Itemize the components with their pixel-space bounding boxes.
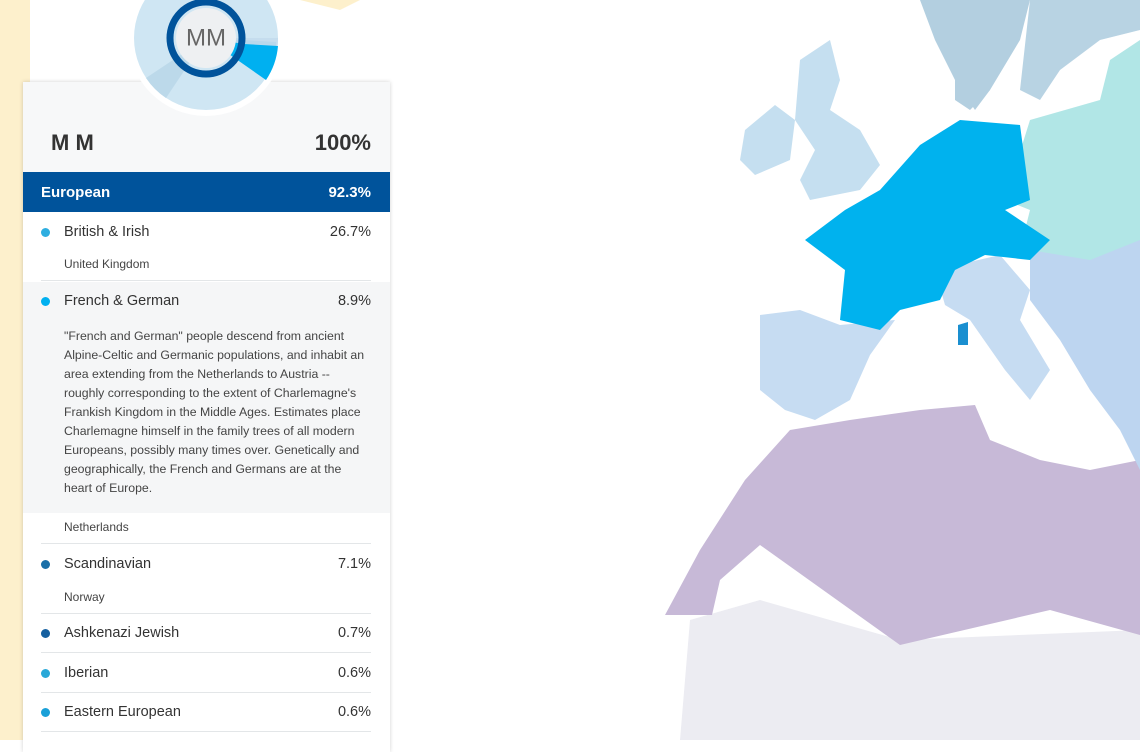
summary-label: European [41, 184, 111, 201]
country: United Kingdom [64, 257, 150, 271]
expanded-bg [23, 282, 390, 513]
total: 100% [314, 130, 371, 155]
balkans [1030, 240, 1140, 470]
region-name[interactable]: British & Irish [64, 224, 150, 240]
iberia [760, 310, 895, 420]
region-percent: 0.6% [337, 704, 371, 720]
region-percent: 7.1% [337, 556, 371, 572]
region-percent: 0.6% [337, 665, 371, 681]
eastern-europe [1005, 40, 1140, 280]
country: Norway [64, 590, 105, 604]
region-name[interactable]: Iberian [64, 665, 109, 681]
sahara [680, 600, 1140, 740]
divider [41, 731, 371, 732]
finland [1020, 0, 1140, 100]
ireland [740, 105, 795, 175]
initials: MM [186, 24, 226, 51]
dot [41, 560, 50, 569]
dot [41, 297, 50, 306]
region-percent: 8.9% [337, 293, 371, 309]
north-africa [665, 405, 1140, 645]
divider [41, 613, 371, 614]
region-name[interactable]: Eastern European [64, 704, 181, 720]
divider [41, 692, 371, 693]
dot [41, 708, 50, 717]
britain [795, 40, 880, 200]
divider [41, 543, 371, 544]
description: "French and German" people descend from … [64, 329, 365, 495]
france-germany [805, 120, 1050, 330]
region-name[interactable]: Ashkenazi Jewish [64, 625, 180, 641]
summary-percent: 92.3% [328, 184, 371, 201]
dot [41, 228, 50, 237]
divider [41, 280, 371, 281]
avatar-donut: MM [128, 0, 284, 116]
region-percent: 0.7% [337, 625, 371, 641]
region-percent: 26.7% [329, 224, 371, 240]
region-name[interactable]: Scandinavian [64, 556, 152, 572]
divider [41, 652, 371, 653]
avatar [176, 8, 236, 68]
dot [41, 669, 50, 678]
donut-ring [166, 0, 246, 78]
dot [41, 629, 50, 638]
summary-bar[interactable]: European 92.3% [23, 172, 390, 212]
ancestry-panel: M M 100% European 92.3% British & Irish … [23, 82, 390, 752]
name: M M [51, 130, 94, 155]
country: Netherlands [64, 520, 129, 534]
region-name[interactable]: French & German [64, 293, 180, 309]
italy [935, 255, 1050, 400]
